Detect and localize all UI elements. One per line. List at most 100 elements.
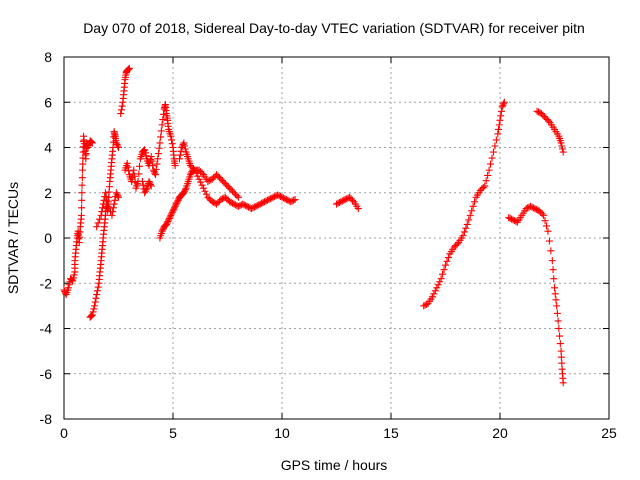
data-point [338,197,346,205]
data-point [433,284,441,292]
data-point [535,108,543,116]
data-point [146,179,154,187]
data-point [471,198,479,206]
data-point [147,153,155,161]
data-point [491,142,499,150]
data-point [555,325,563,332]
data-point [154,155,162,163]
data-point [224,183,232,191]
data-point [205,177,213,185]
data-point [492,136,500,144]
data-point [180,189,188,197]
data-point [217,196,225,204]
y-tick-label: 2 [44,185,52,201]
data-point [223,195,231,203]
data-point [221,193,229,201]
data-point [128,177,136,185]
data-point [250,203,258,211]
data-point [172,201,180,209]
data-point [274,191,282,199]
data-point [465,216,473,224]
data-point [505,214,513,222]
y-tick-label: -2 [40,275,53,291]
data-point [281,195,289,203]
data-point [181,142,189,150]
data-point [487,160,495,168]
data-point [230,189,238,197]
data-point [188,163,196,171]
x-tick-label: 0 [60,425,68,441]
data-point [263,196,271,204]
data-point [213,171,221,179]
x-tick-labels: 0 5 10 15 20 25 [60,425,617,441]
data-point [91,302,99,310]
data-point [178,144,186,151]
data-point [533,107,541,115]
data-point [220,178,228,186]
data-points [60,64,567,387]
data-point [551,284,558,292]
x-tick-label: 5 [169,425,177,441]
data-point [227,199,235,207]
data-point [548,257,556,265]
data-point [558,145,566,153]
data-point [538,210,546,218]
data-point [348,196,356,204]
data-point [434,281,442,289]
data-point [141,189,149,197]
data-point [453,240,461,248]
data-point [141,187,149,195]
y-tick-label: -8 [40,411,53,427]
data-point [179,140,187,148]
data-point [141,149,149,157]
data-point [249,204,257,212]
data-point [186,171,194,179]
data-point [114,192,122,200]
data-point [337,198,345,206]
data-point [239,200,247,208]
data-point [340,196,348,204]
data-point [124,163,132,171]
data-point [234,193,242,201]
data-point [500,100,508,108]
data-point [117,106,125,114]
data-point [531,205,539,213]
data-point [559,148,567,156]
x-axis-label: GPS time / hours [281,457,388,473]
data-point [181,186,189,194]
data-point [240,201,248,209]
data-point [147,182,155,190]
data-point [130,172,138,180]
data-point [287,198,295,206]
data-point [539,111,547,119]
data-point [138,177,146,185]
data-point [198,181,206,189]
data-point [218,177,226,185]
data-point [151,169,159,177]
data-point [136,162,144,170]
data-point [93,291,101,299]
data-point [442,261,449,269]
data-point [192,169,200,177]
data-point [551,290,559,298]
data-point [78,189,86,197]
data-point [278,193,286,201]
y-tick-label: 6 [44,94,52,110]
data-point [191,166,199,174]
data-point [108,211,116,219]
data-point [163,219,171,227]
data-point [229,187,237,195]
data-point [92,294,100,302]
data-point [266,195,274,203]
data-point [227,186,235,194]
data-point [125,64,133,72]
data-point [208,175,216,183]
data-point [258,199,266,207]
data-point [204,193,212,201]
axis-ticks [63,56,610,420]
data-point [176,151,184,159]
data-point [189,165,197,173]
data-point [152,165,160,173]
data-point [112,139,120,147]
data-point [540,113,548,121]
